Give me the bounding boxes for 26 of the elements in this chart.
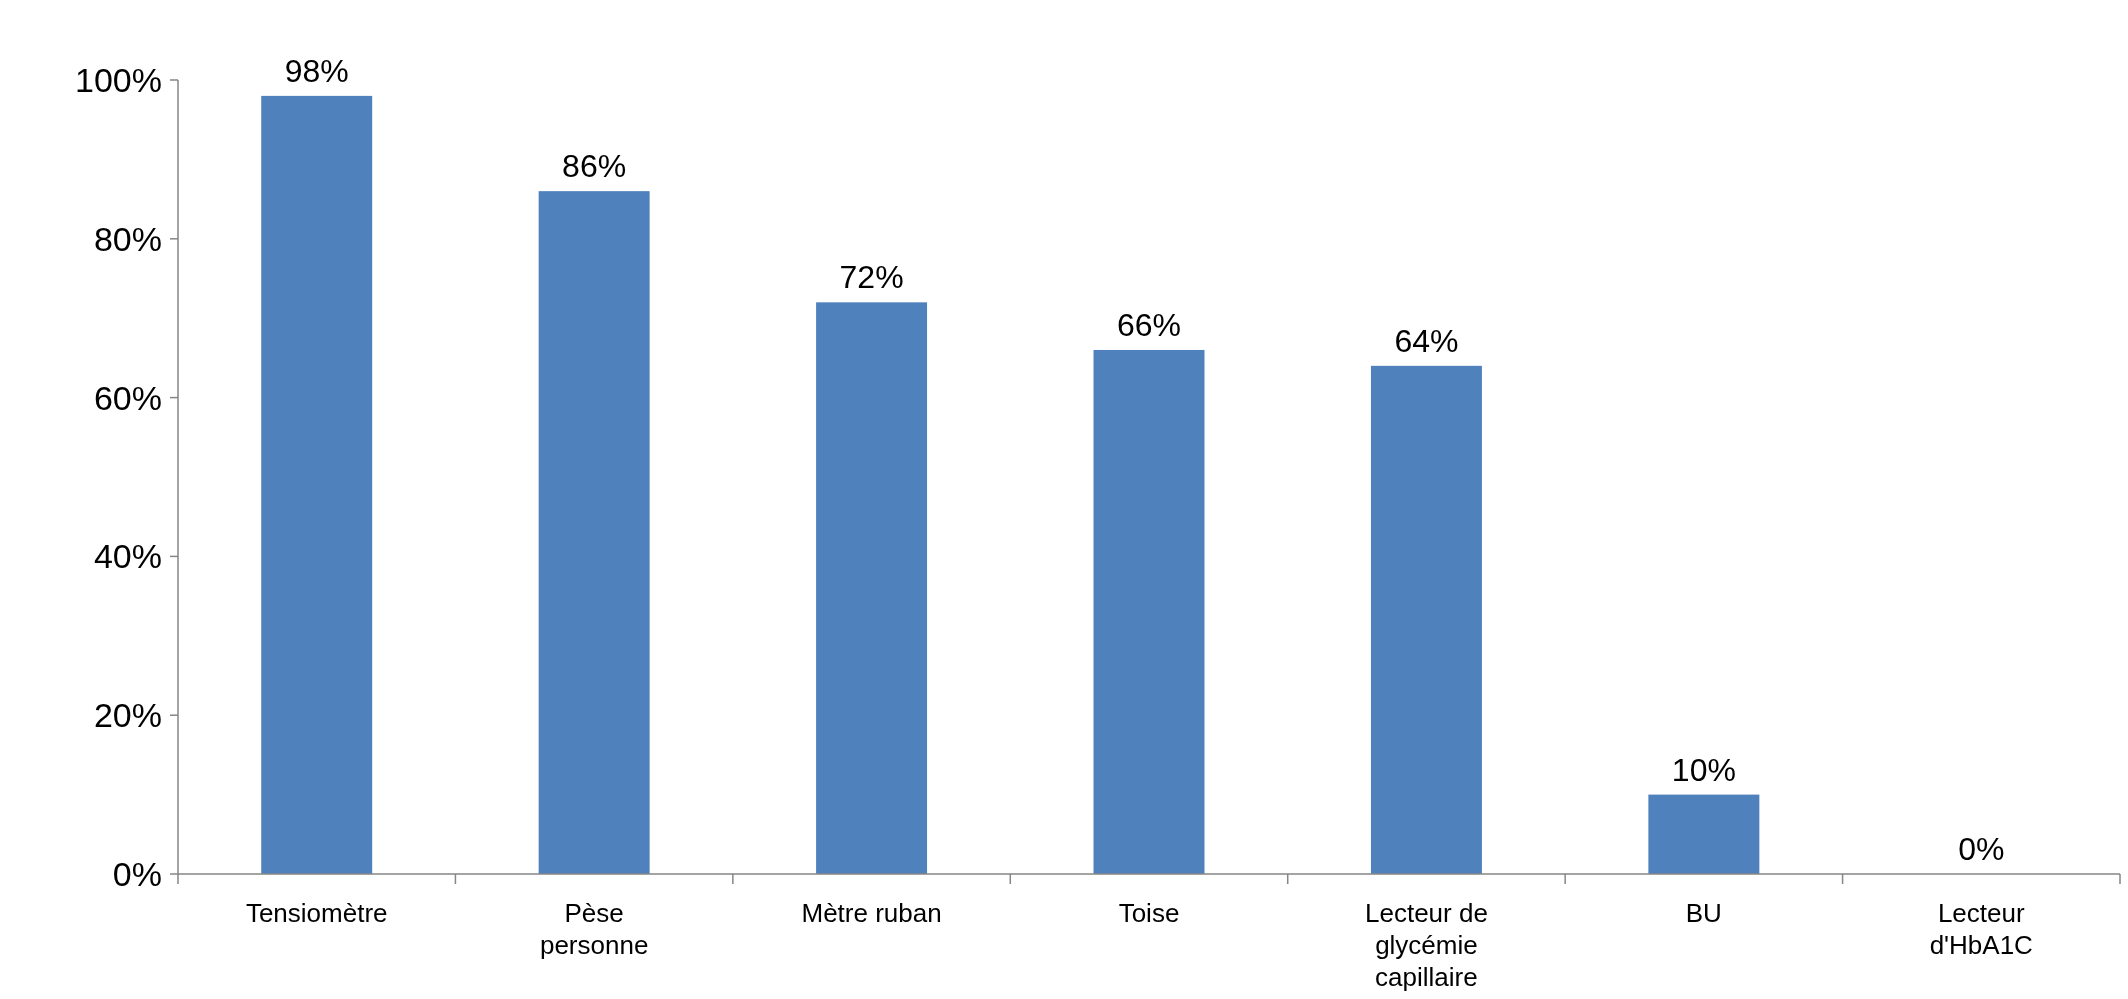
data-label: 72% [839, 259, 904, 296]
y-tick-label: 40% [93, 537, 162, 576]
x-tick-label: Lecteur de glycémie capillaire [1364, 898, 1488, 992]
bar [816, 302, 928, 874]
x-tick-label: Toise [1118, 898, 1180, 928]
y-tick-label: 20% [93, 696, 162, 735]
data-label: 0% [1958, 831, 2005, 867]
y-tick-label: 60% [93, 378, 162, 417]
bar [538, 191, 650, 874]
bar [261, 95, 373, 874]
bar [1093, 349, 1205, 874]
bar [1648, 794, 1760, 874]
data-label: 66% [1116, 306, 1182, 343]
data-label: 64% [1394, 322, 1459, 359]
data-label: 86% [562, 148, 627, 185]
y-tick-label: 0% [112, 854, 162, 893]
x-tick-label: BU [1685, 898, 1722, 928]
y-tick-label: 80% [93, 219, 162, 258]
x-tick-label: Tensiomètre [245, 898, 388, 928]
data-label: 10% [1671, 751, 1736, 788]
x-tick-label: Lecteur d'HbA1C [1929, 898, 2033, 960]
x-tick-label: Pèse personne [539, 898, 649, 960]
x-tick-label: Mètre ruban [801, 898, 942, 928]
data-label: 98% [284, 52, 349, 89]
bar [1370, 365, 1482, 874]
y-tick-label: 100% [75, 60, 162, 99]
